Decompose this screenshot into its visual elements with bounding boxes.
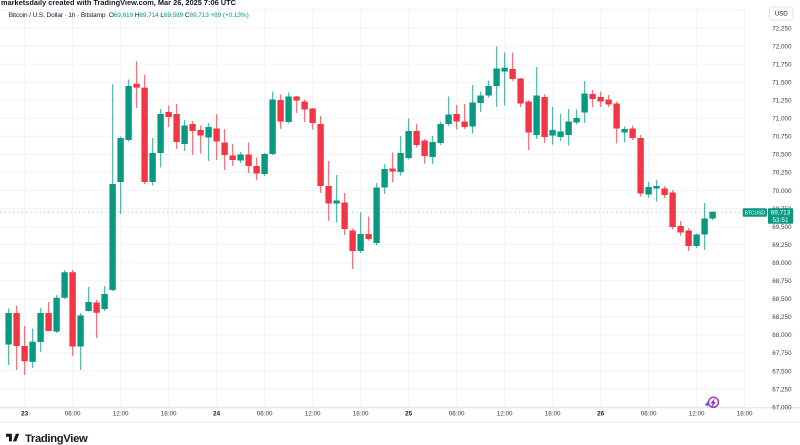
svg-text:69,500: 69,500 (772, 224, 792, 231)
svg-text:71,750: 71,750 (772, 61, 792, 68)
svg-text:12:00: 12:00 (497, 411, 513, 418)
svg-text:67,750: 67,750 (772, 350, 792, 357)
svg-text:06:00: 06:00 (257, 411, 273, 418)
svg-text:53:51: 53:51 (773, 217, 789, 224)
svg-text:Bitcoin / U.S. Dollar · 1h · B: Bitcoin / U.S. Dollar · 1h · Bitstamp O6… (9, 12, 249, 19)
svg-text:BTCUSD: BTCUSD (745, 211, 766, 217)
svg-text:18:00: 18:00 (545, 411, 561, 418)
svg-text:USD: USD (775, 11, 788, 18)
svg-text:26: 26 (597, 411, 605, 418)
svg-text:12:00: 12:00 (113, 411, 129, 418)
svg-text:68,000: 68,000 (772, 332, 792, 339)
svg-text:06:00: 06:00 (65, 411, 81, 418)
svg-text:69,250: 69,250 (772, 242, 792, 249)
svg-text:06:00: 06:00 (449, 411, 465, 418)
svg-text:71,250: 71,250 (772, 98, 792, 105)
svg-text:25: 25 (405, 411, 413, 418)
svg-text:70,500: 70,500 (772, 152, 792, 159)
svg-text:12:00: 12:00 (305, 411, 321, 418)
svg-text:23: 23 (21, 411, 29, 418)
svg-text:71,500: 71,500 (772, 80, 792, 87)
svg-text:71,000: 71,000 (772, 116, 792, 123)
svg-text:12:00: 12:00 (689, 411, 705, 418)
svg-text:68,750: 68,750 (772, 278, 792, 285)
svg-text:68,250: 68,250 (772, 314, 792, 321)
svg-text:67,500: 67,500 (772, 368, 792, 375)
svg-text:06:00: 06:00 (641, 411, 657, 418)
svg-text:72,000: 72,000 (772, 43, 792, 50)
svg-text:18:00: 18:00 (353, 411, 369, 418)
svg-text:67,000: 67,000 (772, 404, 792, 411)
svg-text:67,250: 67,250 (772, 386, 792, 393)
svg-text:70,250: 70,250 (772, 170, 792, 177)
svg-text:TradingView: TradingView (25, 433, 88, 445)
svg-text:70,000: 70,000 (772, 188, 792, 195)
svg-text:24: 24 (213, 411, 221, 418)
svg-text:18:00: 18:00 (161, 411, 177, 418)
svg-text:70,750: 70,750 (772, 134, 792, 141)
svg-text:69,713: 69,713 (771, 210, 791, 217)
svg-text:69,000: 69,000 (772, 260, 792, 267)
svg-text:72,250: 72,250 (772, 25, 792, 32)
svg-text:68,500: 68,500 (772, 296, 792, 303)
svg-text:marketsdaily created with Trad: marketsdaily created with TradingView.co… (1, 0, 237, 7)
svg-text:18:00: 18:00 (737, 411, 753, 418)
